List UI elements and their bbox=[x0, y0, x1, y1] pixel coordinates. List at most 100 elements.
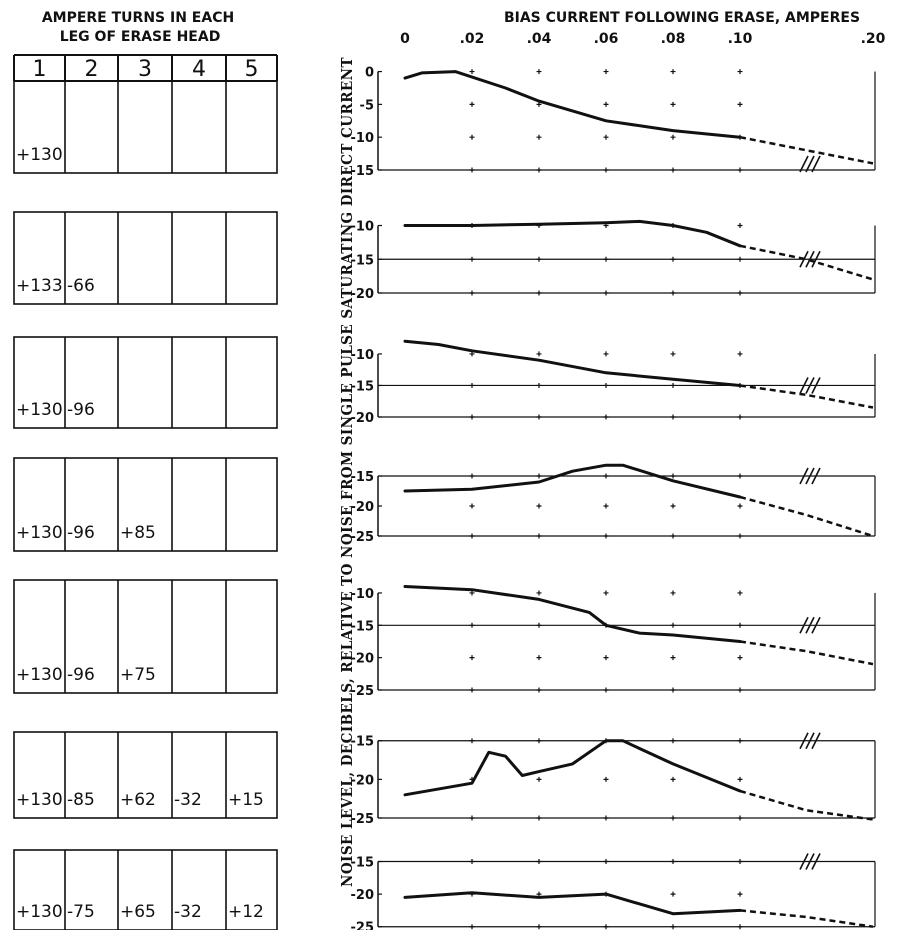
cell-row7-col5: +12 bbox=[228, 902, 264, 922]
table-title-line-2: LEG OF ERASE HEAD bbox=[60, 29, 221, 45]
extrapolated-curve bbox=[739, 244, 874, 281]
grid-cross bbox=[670, 622, 676, 628]
grid-cross bbox=[536, 738, 542, 744]
grid-cross bbox=[603, 503, 609, 509]
y-tick-label: -15 bbox=[351, 856, 375, 871]
y-axis-title: NOISE LEVEL, DECIBELS, RELATIVE TO NOISE… bbox=[338, 57, 356, 887]
y-tick-label: -15 bbox=[351, 379, 375, 394]
grid-cross bbox=[536, 687, 542, 693]
grid-cross bbox=[469, 815, 475, 821]
y-tick-label: -20 bbox=[351, 411, 375, 426]
grid-cross bbox=[670, 351, 676, 357]
grid-cross bbox=[469, 590, 475, 596]
grid-cross bbox=[737, 924, 743, 930]
cell-row3-col1: +130 bbox=[16, 400, 63, 420]
grid-cross bbox=[603, 776, 609, 782]
grid-cross bbox=[536, 815, 542, 821]
grid-cross bbox=[737, 223, 743, 228]
axis-break-mark bbox=[799, 616, 821, 634]
y-tick-label: -25 bbox=[351, 921, 375, 930]
grid-cross bbox=[670, 655, 676, 661]
grid-cross bbox=[536, 167, 542, 173]
cell-row7-col1: +130 bbox=[16, 902, 63, 922]
grid-cross bbox=[603, 687, 609, 693]
x-tick-label: .20 bbox=[861, 31, 886, 47]
grid-cross bbox=[603, 290, 609, 296]
grid-cross bbox=[469, 738, 475, 744]
grid-cross bbox=[670, 101, 676, 107]
x-tick-label: .10 bbox=[728, 31, 753, 47]
measured-curve bbox=[403, 70, 742, 139]
table-title-line-1: AMPERE TURNS IN EACH bbox=[42, 10, 234, 26]
grid-cross bbox=[737, 622, 743, 628]
y-tick-label: -15 bbox=[351, 735, 375, 750]
column-header-3: 3 bbox=[138, 57, 152, 82]
axis-break-mark bbox=[799, 377, 821, 394]
axis-break-mark bbox=[799, 853, 821, 870]
cell-row4-col3: +85 bbox=[120, 523, 156, 543]
cell-row4-col1: +130 bbox=[16, 523, 63, 543]
grid-cross bbox=[603, 473, 609, 479]
grid-cross bbox=[670, 503, 676, 509]
grid-cross bbox=[536, 101, 542, 107]
axis-break-mark bbox=[799, 467, 821, 485]
grid-cross bbox=[737, 101, 743, 107]
cell-row6-col3: +62 bbox=[120, 790, 156, 810]
grid-cross bbox=[536, 891, 542, 897]
column-header-2: 2 bbox=[85, 57, 99, 82]
grid-cross bbox=[536, 134, 542, 140]
grid-cross bbox=[737, 815, 743, 821]
grid-cross bbox=[536, 776, 542, 782]
cell-row7-col4: -32 bbox=[174, 902, 202, 922]
grid-cross bbox=[670, 69, 676, 75]
y-tick-label: -15 bbox=[351, 470, 375, 485]
grid-cross bbox=[469, 69, 475, 75]
grid-cross bbox=[603, 815, 609, 821]
extrapolated-curve bbox=[739, 495, 874, 538]
grid-cross bbox=[469, 101, 475, 107]
y-tick-label: 0 bbox=[365, 66, 374, 81]
measured-curve bbox=[403, 339, 742, 387]
panel-7: -15 -20 -25 bbox=[351, 853, 876, 930]
grid-cross bbox=[469, 503, 475, 509]
grid-cross bbox=[536, 503, 542, 509]
grid-cross bbox=[670, 256, 676, 262]
x-tick-labels: 0 .02 .04 .06 .08 .10 .20 bbox=[400, 31, 886, 47]
grid-cross bbox=[469, 859, 475, 865]
grid-cross bbox=[603, 382, 609, 388]
panel-2: -10 -15 -20 bbox=[351, 220, 876, 302]
grid-cross bbox=[536, 69, 542, 75]
y-tick-label: -10 bbox=[351, 348, 375, 363]
grid-cross bbox=[603, 859, 609, 865]
panel-4: -15 -20 -25 bbox=[351, 463, 876, 545]
y-tick-label: -25 bbox=[351, 530, 375, 545]
grid-cross bbox=[603, 590, 609, 596]
cell-row7-col2: -75 bbox=[67, 902, 95, 922]
cell-row7-col3: +65 bbox=[120, 902, 156, 922]
grid-cross bbox=[603, 655, 609, 661]
cell-row6-col5: +15 bbox=[228, 790, 264, 810]
grid-cross bbox=[536, 533, 542, 539]
grid-cross bbox=[670, 924, 676, 930]
cell-row3-col2: -96 bbox=[67, 400, 95, 420]
grid-cross bbox=[737, 655, 743, 661]
y-tick-label: -20 bbox=[351, 500, 375, 515]
ampere-turns-tables: 1 2 3 4 5+130+133 -66+130 -96+130 -96 +85+130 -96… bbox=[13, 54, 278, 930]
grid-cross bbox=[737, 351, 743, 357]
grid-cross bbox=[670, 473, 676, 479]
grid-cross bbox=[670, 738, 676, 744]
grid-cross bbox=[469, 256, 475, 262]
grid-cross bbox=[469, 414, 475, 420]
column-header-4: 4 bbox=[192, 57, 206, 82]
column-header-1: 1 bbox=[33, 57, 47, 82]
cell-row5-col2: -96 bbox=[67, 665, 95, 685]
grid-cross bbox=[670, 167, 676, 173]
grid-cross bbox=[670, 382, 676, 388]
grid-cross bbox=[469, 134, 475, 140]
grid-cross bbox=[603, 134, 609, 140]
measured-curve bbox=[403, 739, 742, 797]
grid-cross bbox=[536, 473, 542, 479]
grid-cross bbox=[536, 924, 542, 930]
grid-cross bbox=[536, 414, 542, 420]
y-tick-label: -20 bbox=[351, 287, 375, 302]
